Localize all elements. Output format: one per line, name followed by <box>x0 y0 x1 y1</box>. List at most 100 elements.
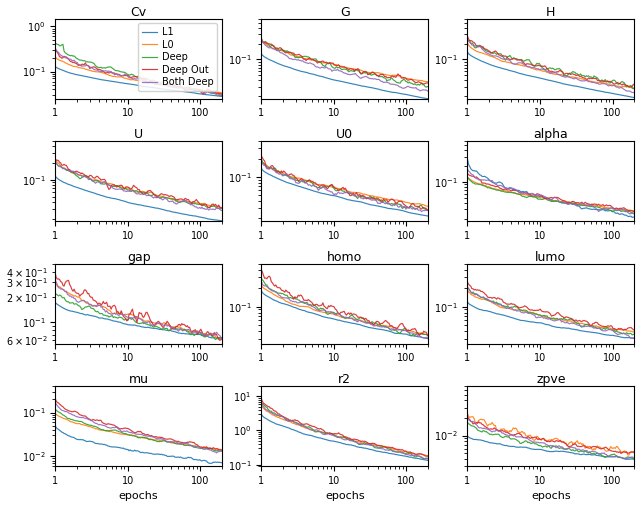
Line: L1: L1 <box>55 66 222 96</box>
Deep <box>373 320 381 327</box>
Both Deep <box>557 444 565 450</box>
Deep <box>463 174 471 180</box>
Deep <box>396 449 403 455</box>
L0 <box>625 452 633 458</box>
Both Deep <box>518 60 526 66</box>
L0 <box>351 438 359 444</box>
Deep Out <box>139 191 147 197</box>
Deep <box>423 207 431 213</box>
Both Deep <box>117 187 125 193</box>
Deep Out <box>424 80 432 86</box>
Both Deep <box>602 328 609 334</box>
L0 <box>218 447 226 453</box>
Line: Deep Out: Deep Out <box>55 158 222 208</box>
Deep Out <box>51 395 59 402</box>
L1 <box>518 71 526 77</box>
Deep <box>463 284 471 291</box>
L1 <box>324 75 332 81</box>
Line: L0: L0 <box>261 40 428 82</box>
L0 <box>463 410 471 416</box>
Both Deep <box>257 36 265 42</box>
Deep Out <box>373 442 381 448</box>
L0 <box>145 436 153 442</box>
Both Deep <box>530 312 538 318</box>
Line: Deep: Deep <box>55 409 222 451</box>
Line: Deep: Deep <box>261 278 428 336</box>
L0 <box>424 453 432 459</box>
L1 <box>106 195 114 201</box>
L1 <box>218 93 226 99</box>
Deep <box>51 406 59 412</box>
Both Deep <box>312 64 320 70</box>
L0 <box>117 311 125 317</box>
Deep Out <box>530 63 538 69</box>
Line: Deep: Deep <box>55 293 222 340</box>
Both Deep <box>351 317 359 323</box>
Deep Out <box>557 439 565 445</box>
Deep Out <box>324 430 332 436</box>
L0 <box>630 85 638 91</box>
L1 <box>139 83 147 89</box>
Both Deep <box>312 306 320 312</box>
Deep <box>189 200 197 206</box>
L0 <box>373 194 381 200</box>
Deep <box>257 156 265 162</box>
Deep <box>557 445 565 451</box>
Both Deep <box>324 187 332 193</box>
Deep <box>51 289 59 296</box>
L1 <box>530 446 538 452</box>
L0 <box>579 201 587 207</box>
L1 <box>166 87 174 93</box>
Deep Out <box>257 267 265 273</box>
Deep <box>166 439 174 445</box>
Deep Out <box>551 194 559 200</box>
L0 <box>602 80 609 86</box>
Deep <box>345 315 353 321</box>
Line: Deep Out: Deep Out <box>467 416 634 453</box>
Line: L1: L1 <box>467 302 634 338</box>
Deep <box>602 206 609 212</box>
L0 <box>218 335 226 341</box>
L1 <box>324 437 332 443</box>
Both Deep <box>189 86 197 92</box>
Both Deep <box>463 415 471 421</box>
Title: Cv: Cv <box>131 6 147 19</box>
L1 <box>189 456 197 462</box>
Deep Out <box>324 60 332 66</box>
Line: Both Deep: Both Deep <box>467 418 634 459</box>
L1 <box>189 90 197 96</box>
Title: gap: gap <box>127 250 150 264</box>
Deep <box>108 64 115 70</box>
Deep Out <box>630 327 638 333</box>
L0 <box>424 332 432 338</box>
Deep Out <box>345 436 353 442</box>
Title: mu: mu <box>129 373 148 386</box>
Line: Deep Out: Deep Out <box>261 156 428 210</box>
L0 <box>396 73 403 79</box>
Deep Out <box>579 75 587 81</box>
Both Deep <box>106 310 114 316</box>
L0 <box>424 203 432 209</box>
Deep Out <box>345 310 353 316</box>
L0 <box>189 199 197 205</box>
L1 <box>602 454 609 460</box>
Deep <box>51 159 59 165</box>
Deep <box>312 56 320 62</box>
L1 <box>51 422 59 428</box>
L0 <box>351 66 359 73</box>
Both Deep <box>518 434 526 440</box>
Line: Both Deep: Both Deep <box>261 39 428 91</box>
L1 <box>117 80 125 86</box>
Line: L1: L1 <box>467 436 634 459</box>
L0 <box>551 71 559 77</box>
Both Deep <box>630 89 638 95</box>
Both Deep <box>630 335 638 341</box>
Both Deep <box>51 157 59 163</box>
Line: L1: L1 <box>261 54 428 99</box>
Deep Out <box>551 312 559 318</box>
Deep Out <box>218 205 226 211</box>
Deep <box>557 315 565 321</box>
Both Deep <box>557 319 565 325</box>
Deep Out <box>106 421 114 427</box>
L1 <box>518 444 526 450</box>
